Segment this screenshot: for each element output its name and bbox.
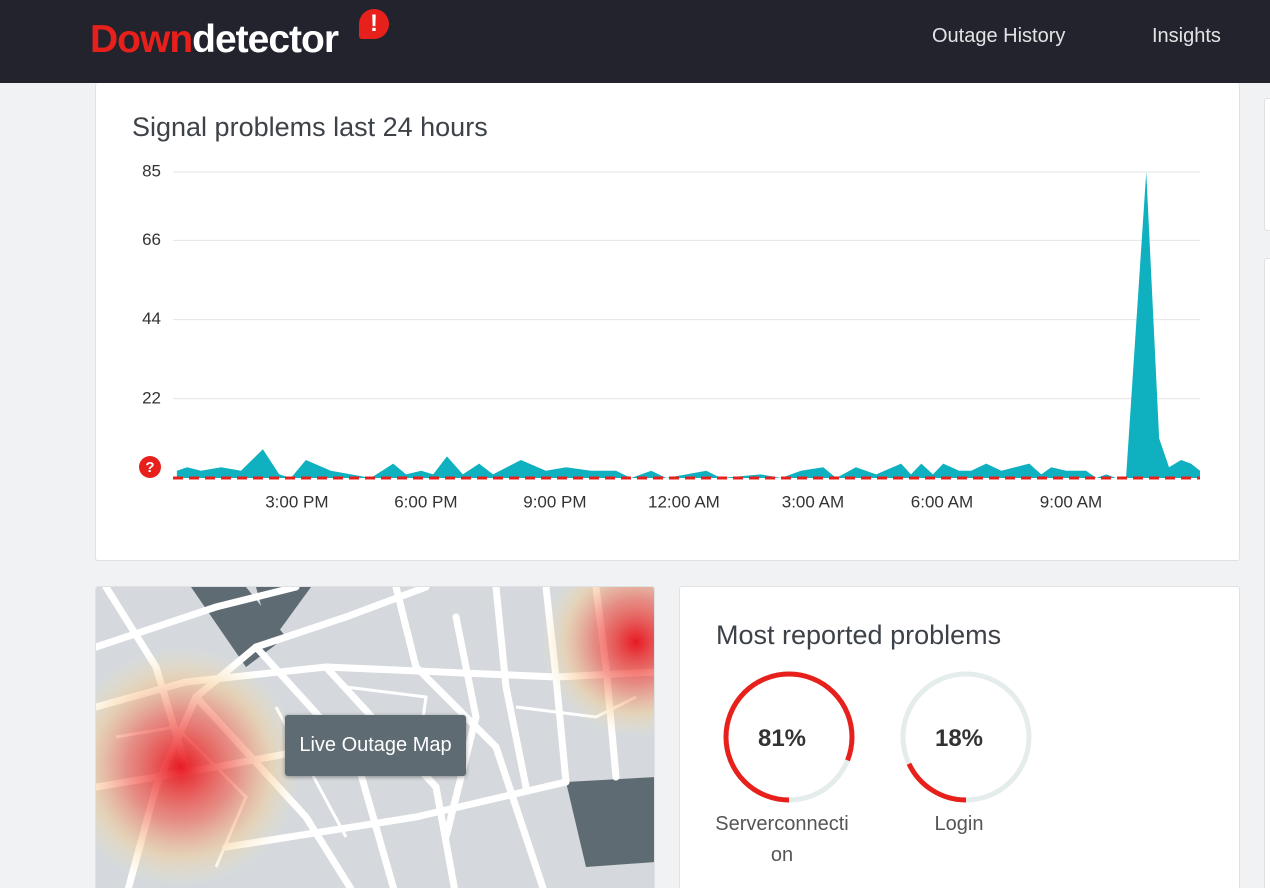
problem-name: Login (934, 813, 984, 835)
header: Downdetector ! Outage History Insights (0, 0, 1270, 83)
chart-title: Signal problems last 24 hours (132, 112, 488, 142)
x-tick-label: 6:00 AM (911, 492, 973, 511)
nav-link[interactable]: Insights (1152, 25, 1221, 47)
y-tick-label: 66 (142, 230, 161, 249)
side-card (1264, 258, 1270, 888)
map-card[interactable]: Live Outage Map (95, 586, 655, 888)
donut (723, 671, 855, 803)
donut-arc (723, 671, 855, 803)
chart: Signal problems last 24 hours 22 44 66 85 3:… (132, 112, 1200, 511)
y-tick-label: 44 (142, 309, 161, 328)
problem-name: Serverconnection (715, 813, 849, 866)
chart-card: Signal problems last 24 hours 22 44 66 85 3:… (95, 83, 1240, 561)
problems-card: Most reported problems 81% Serverconnecti… (679, 586, 1240, 888)
donut (900, 671, 1032, 803)
alert-icon (139, 456, 161, 478)
y-tick-label: 22 (142, 388, 161, 407)
donut-value: 18% (934, 725, 984, 752)
logo-part: detector (192, 18, 339, 61)
logo-part: Down (90, 18, 193, 61)
problem-item: 81% Serverconnection (714, 669, 864, 866)
x-tick-label: 9:00 AM (1040, 492, 1102, 511)
area (176, 172, 1200, 478)
problems-title: Most reported problems (716, 620, 1002, 650)
donut-value: 81% (757, 725, 807, 752)
x-tick-label: 12:00 AM (648, 492, 720, 511)
x-tick-label: 9:00 PM (523, 492, 586, 511)
nav-link[interactable]: Outage History (932, 25, 1066, 47)
map-button[interactable]: Live Outage Map (285, 715, 466, 776)
map (96, 587, 654, 888)
x-tick-label: 3:00 PM (265, 492, 328, 511)
logo[interactable]: Downdetector (90, 18, 339, 62)
x-tick-label: 6:00 PM (394, 492, 457, 511)
alert-icon-mark: ? (145, 459, 154, 476)
y-tick-label: 85 (142, 161, 161, 180)
side-card (1264, 98, 1270, 231)
donut-arc (900, 671, 1032, 803)
logo-icon: ! (359, 9, 389, 39)
x-tick-label: 3:00 AM (782, 492, 844, 511)
problem-item: 18% Login (891, 669, 1041, 835)
